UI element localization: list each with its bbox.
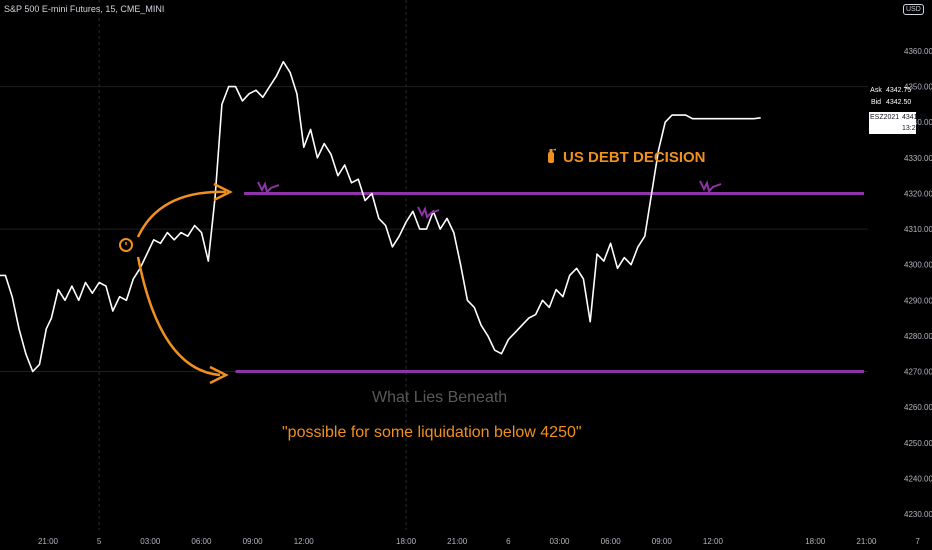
bid-label: Bid	[870, 99, 882, 106]
upper-arrowhead	[213, 182, 233, 202]
y-tick-label: 4330.00	[904, 154, 932, 163]
bid-value: 4342.50	[886, 99, 912, 106]
x-tick-label: 7	[915, 537, 920, 546]
x-tick-label: 06:00	[191, 537, 212, 546]
x-tick-label: 09:00	[243, 537, 264, 546]
x-tick-label: 18:00	[396, 537, 417, 546]
x-tick-label: 12:00	[703, 537, 724, 546]
x-tick-label: 6	[506, 537, 511, 546]
y-tick-label: 4300.00	[904, 261, 932, 270]
x-tick-label: 21:00	[856, 537, 877, 546]
clock-icon	[119, 238, 133, 252]
x-tick-label: 21:00	[38, 537, 59, 546]
x-tick-label: 18:00	[805, 537, 826, 546]
upper-scenario-arrow	[136, 190, 227, 238]
ask-label: Ask	[870, 87, 882, 94]
y-tick-label: 4260.00	[904, 403, 932, 412]
debt-decision-text: US DEBT DECISION	[563, 149, 706, 166]
lower-arrowhead	[209, 365, 229, 385]
y-tick-label: 4310.00	[904, 225, 932, 234]
last-price-tag: ESZ2021 4341.25 13:23	[869, 112, 927, 134]
y-tick-label: 4230.00	[904, 510, 932, 519]
y-tick-label: 4350.00	[904, 83, 932, 92]
level-test-marker	[699, 180, 722, 193]
currency-badge[interactable]: USD	[903, 4, 924, 15]
y-tick-label: 4250.00	[904, 439, 932, 448]
what-lies-beneath-text: What Lies Beneath	[372, 389, 508, 406]
level-test-marker	[257, 181, 280, 194]
x-tick-label: 5	[97, 537, 102, 546]
x-tick-label: 21:00	[447, 537, 468, 546]
y-tick-label: 4240.00	[904, 474, 932, 483]
contract-label: ESZ2021	[870, 114, 900, 121]
last-price-value: 4341.25	[902, 114, 928, 121]
debt-decision-annotation: US DEBT DECISION	[546, 148, 706, 166]
liquidation-note-text: "possible for some liquidation below 425…	[282, 424, 582, 441]
y-tick-label: 4360.00	[904, 47, 932, 56]
y-tick-label: 4290.00	[904, 296, 932, 305]
y-tick-label: 4270.00	[904, 368, 932, 377]
symbol-title[interactable]: S&P 500 E-mini Futures, 15, CME_MINI	[4, 4, 165, 14]
fire-extinguisher-icon	[548, 148, 556, 163]
x-tick-label: 12:00	[294, 537, 315, 546]
x-tick-label: 03:00	[549, 537, 570, 546]
y-tick-label: 4340.00	[904, 118, 932, 127]
y-tick-label: 4320.00	[904, 189, 932, 198]
x-tick-label: 06:00	[601, 537, 622, 546]
price-line-series	[0, 60, 761, 373]
lower-scenario-arrow	[136, 256, 221, 377]
x-tick-label: 09:00	[652, 537, 673, 546]
ask-value: 4342.75	[886, 87, 912, 94]
y-tick-label: 4280.00	[904, 332, 932, 341]
x-tick-label: 03:00	[140, 537, 161, 546]
level-test-marker	[417, 206, 440, 219]
bar-countdown: 13:23	[902, 125, 920, 132]
